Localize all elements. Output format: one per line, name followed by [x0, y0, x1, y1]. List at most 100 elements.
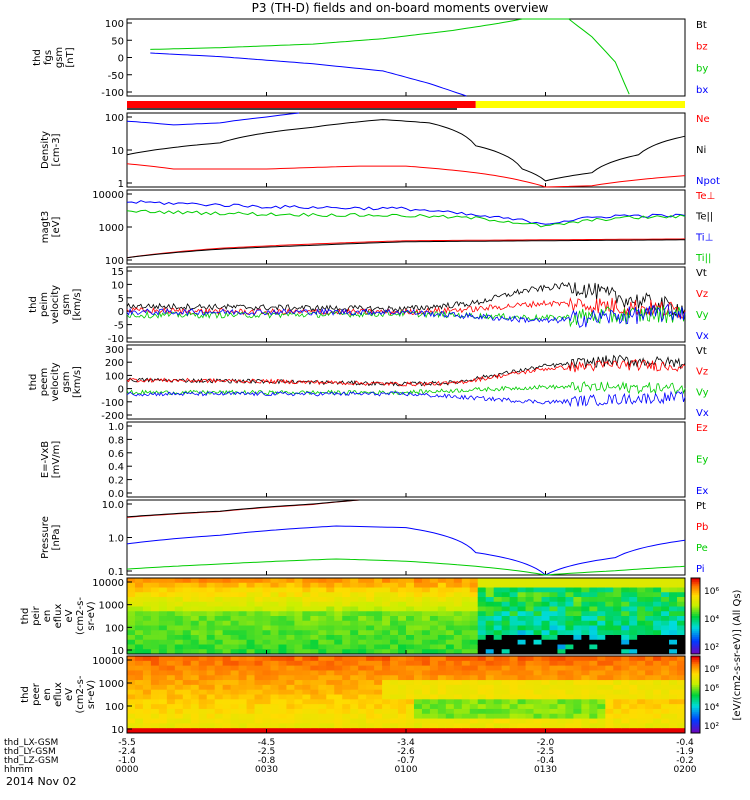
heatmap-cell: [366, 592, 375, 598]
heatmap-cell: [589, 620, 598, 626]
heatmap-cell: [174, 578, 184, 584]
heatmap-cell: [509, 704, 519, 710]
heatmap-cell: [190, 639, 200, 645]
heatmap-cell: [421, 689, 431, 695]
heatmap-cell: [358, 684, 367, 691]
heatmap-cell: [629, 680, 638, 686]
heatmap-cell: [477, 606, 487, 612]
heatmap-cell: [517, 606, 527, 612]
heatmap-cell: [533, 718, 543, 724]
legend-entry: Vz: [696, 367, 708, 378]
heatmap-cell: [517, 665, 527, 671]
heatmap-cell: [413, 592, 423, 598]
heatmap-cell: [278, 718, 287, 724]
heatmap-cell: [541, 713, 550, 720]
heatmap-cell: [453, 723, 463, 729]
heatmap-cell: [677, 620, 686, 626]
heatmap-cell: [286, 597, 295, 603]
heatmap-cell: [166, 684, 176, 691]
heatmap-cell: [334, 582, 343, 588]
heatmap-cell: [190, 708, 200, 715]
legend-entry: bx: [696, 85, 708, 96]
heatmap-cell: [166, 660, 176, 667]
heatmap-cell: [294, 644, 303, 650]
heatmap-cell: [461, 723, 471, 729]
heatmap-cell: [358, 611, 367, 617]
heatmap-cell: [302, 718, 311, 724]
heatmap-cell: [294, 616, 303, 622]
x-axis-value: -5.5: [118, 738, 136, 748]
heatmap-cell: [525, 665, 535, 671]
heatmap-cell: [262, 616, 271, 622]
heatmap-cell: [350, 597, 359, 603]
heatmap-cell: [238, 611, 248, 617]
heatmap-cell: [469, 675, 479, 681]
heatmap-cell: [326, 644, 335, 650]
heatmap-cell: [653, 675, 662, 681]
heatmap-cell: [390, 601, 399, 607]
heatmap-cell: [166, 694, 176, 700]
heatmap-cell: [653, 611, 662, 617]
heatmap-cell: [182, 728, 192, 734]
heatmap-cell: [461, 708, 471, 715]
heatmap-cell: [565, 578, 574, 584]
colorbar-cell: [691, 731, 700, 734]
heatmap-cell: [222, 689, 232, 695]
heatmap-cell: [166, 675, 176, 681]
heatmap-cell: [493, 660, 503, 667]
x-axis-value: -0.4: [676, 738, 694, 748]
heatmap-cell: [557, 611, 566, 617]
heatmap-cell: [350, 616, 359, 622]
y-axis-label: peer: [31, 682, 42, 706]
heatmap-cell: [294, 684, 303, 691]
heatmap-cell: [549, 699, 558, 705]
heatmap-cell: [677, 582, 686, 588]
heatmap-cell: [350, 587, 359, 593]
heatmap-cell: [445, 635, 455, 641]
heatmap-cell: [541, 680, 550, 686]
heatmap-cell: [661, 670, 670, 676]
heatmap-cell: [501, 670, 511, 676]
heatmap-cell: [573, 620, 582, 626]
heatmap-cell: [605, 582, 614, 588]
heatmap-cell: [429, 620, 439, 626]
heatmap-cell: [493, 616, 503, 622]
y-axis-label: thd: [20, 608, 31, 625]
x-axis-row-label: hhmm: [4, 765, 33, 775]
heatmap-cell: [246, 694, 256, 700]
heatmap-cell: [350, 582, 359, 588]
heatmap-cell: [533, 723, 543, 729]
heatmap-cell: [677, 660, 686, 667]
heatmap-cell: [637, 704, 646, 710]
heatmap-cell: [653, 660, 662, 667]
heatmap-cell: [262, 582, 271, 588]
heatmap-cell: [166, 680, 176, 686]
heatmap-cell: [366, 644, 375, 650]
heatmap-cell: [461, 713, 471, 720]
heatmap-cell: [485, 689, 495, 695]
heatmap-cell: [501, 704, 511, 710]
heatmap-cell: [398, 578, 407, 584]
heatmap-cell: [501, 630, 511, 636]
heatmap-cell: [669, 689, 678, 695]
heatmap-cell: [573, 649, 582, 655]
heatmap-cell: [653, 644, 662, 650]
heatmap-cell: [278, 723, 287, 729]
y-axis-label: (cm2-s-: [75, 597, 86, 635]
heatmap-cell: [302, 616, 311, 622]
heatmap-cell: [437, 592, 447, 598]
heatmap-cell: [645, 684, 654, 691]
heatmap-cell: [541, 625, 550, 631]
colorbar-tick-label: 10⁶: [704, 587, 719, 597]
heatmap-cell: [342, 616, 351, 622]
heatmap-cell: [637, 587, 646, 593]
heatmap-cell: [445, 718, 455, 724]
heatmap-cell: [573, 718, 582, 724]
heatmap-cell: [421, 639, 431, 645]
heatmap-cell: [134, 660, 144, 667]
heatmap-cell: [573, 601, 582, 607]
heatmap-cell: [310, 592, 319, 598]
heatmap-cell: [406, 718, 415, 724]
heatmap-cell: [413, 630, 423, 636]
heatmap-cell: [334, 665, 343, 671]
